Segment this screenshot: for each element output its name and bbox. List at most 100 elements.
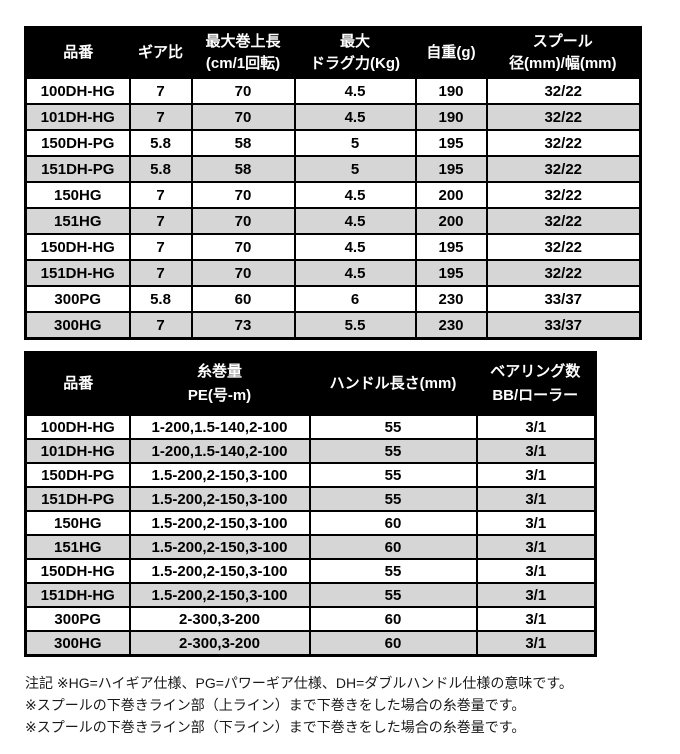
table-cell: 151HG — [24, 207, 131, 235]
table-row: 151DH-HG 7 70 4.5 195 32/22 — [24, 259, 642, 287]
table-cell: 300PG — [24, 285, 131, 313]
table-cell: 300PG — [24, 606, 131, 632]
table-cell: 100DH-HG — [24, 414, 131, 440]
table-row: 100DH-HG 1-200,1.5-140,2-100 55 3/1 — [24, 414, 597, 440]
footnote-upper-line: ※スプールの下巻きライン部（上ライン）まで下巻きをした場合の糸巻量です。 — [25, 697, 526, 713]
table-cell: 101DH-HG — [24, 438, 131, 464]
table-row: 300PG 2-300,3-200 60 3/1 — [24, 606, 597, 632]
table-cell: 55 — [308, 486, 478, 512]
line-capacity-table: 品番 糸巻量 PE(号-m) ハンドル長さ(mm) ベアリング数 BB/ローラー 100D… — [24, 351, 597, 657]
table-cell: 4.5 — [293, 259, 417, 287]
table-cell: 7 — [128, 103, 193, 131]
table-cell: 3/1 — [475, 534, 597, 560]
table-cell: 151DH-PG — [24, 155, 131, 183]
table-cell: 200 — [414, 207, 488, 235]
table-cell: 195 — [414, 155, 488, 183]
table-row: 300HG 2-300,3-200 60 3/1 — [24, 630, 597, 657]
table-cell: 200 — [414, 181, 488, 209]
table-row: 151DH-HG 1.5-200,2-150,3-100 55 3/1 — [24, 582, 597, 608]
table-cell: 4.5 — [293, 77, 417, 105]
column-header: 糸巻量 PE(号-m) — [129, 352, 310, 415]
table-cell: 3/1 — [475, 606, 597, 632]
table-cell: 195 — [414, 259, 488, 287]
table-cell: 5 — [293, 129, 417, 157]
table-cell: 150DH-PG — [24, 462, 131, 488]
table-cell: 190 — [414, 77, 488, 105]
table-cell: 100DH-HG — [24, 77, 131, 105]
main-spec-table-header: 品番 ギア比 最大巻上長 (cm/1回転) 最大 ドラグ力(Kg) 自重(g) スプール 径(m… — [25, 27, 641, 78]
table-cell: 151DH-HG — [24, 582, 131, 608]
table-row: 150DH-PG 5.8 58 5 195 32/22 — [24, 129, 642, 157]
table-cell: 7 — [128, 259, 193, 287]
table-cell: 300HG — [24, 630, 131, 657]
table-cell: 1.5-200,2-150,3-100 — [128, 582, 311, 608]
table-cell: 3/1 — [475, 582, 597, 608]
table-cell: 150DH-PG — [24, 129, 131, 157]
table-row: 151DH-PG 5.8 58 5 195 32/22 — [24, 155, 642, 183]
column-header: 最大巻上長 (cm/1回転) — [191, 27, 295, 78]
table-cell: 32/22 — [485, 207, 642, 235]
table-row: 100DH-HG 7 70 4.5 190 32/22 — [24, 77, 642, 105]
table-row: 151DH-PG 1.5-200,2-150,3-100 55 3/1 — [24, 486, 597, 512]
table-cell: 1.5-200,2-150,3-100 — [128, 558, 311, 584]
table-cell: 55 — [308, 414, 478, 440]
table-cell: 230 — [414, 285, 488, 313]
table-row: 150DH-HG 1.5-200,2-150,3-100 55 3/1 — [24, 558, 597, 584]
table-cell: 1.5-200,2-150,3-100 — [128, 486, 311, 512]
table-cell: 60 — [190, 285, 296, 313]
table-cell: 55 — [308, 462, 478, 488]
table-row: 101DH-HG 7 70 4.5 190 32/22 — [24, 103, 642, 131]
table-cell: 101DH-HG — [24, 103, 131, 131]
table-cell: 151DH-HG — [24, 259, 131, 287]
table-row: 150DH-PG 1.5-200,2-150,3-100 55 3/1 — [24, 462, 597, 488]
table-cell: 73 — [190, 311, 296, 340]
table-cell: 60 — [308, 510, 478, 536]
table-cell: 150DH-HG — [24, 558, 131, 584]
table-cell: 32/22 — [485, 103, 642, 131]
main-spec-table-body: 100DH-HG 7 70 4.5 190 32/22 101DH-HG 7 70 4.5 190 3… — [24, 77, 642, 340]
table-cell: 55 — [308, 438, 478, 464]
footnotes: 注記 ※HG=ハイギア仕様、PG=パワーギア仕様、DH=ダブルハンドル仕様の意味… — [24, 672, 680, 738]
table-cell: 55 — [308, 582, 478, 608]
table-cell: 7 — [128, 207, 193, 235]
table-cell: 60 — [308, 606, 478, 632]
table-cell: 2-300,3-200 — [128, 606, 311, 632]
table-cell: 4.5 — [293, 233, 417, 261]
table-row: 150HG 7 70 4.5 200 32/22 — [24, 181, 642, 209]
table-cell: 1-200,1.5-140,2-100 — [128, 438, 311, 464]
table-cell: 150DH-HG — [24, 233, 131, 261]
column-header: ベアリング数 BB/ローラー — [476, 352, 596, 415]
table-cell: 3/1 — [475, 630, 597, 657]
table-cell: 70 — [190, 259, 296, 287]
column-header: 最大 ドラグ力(Kg) — [294, 27, 416, 78]
table-cell: 70 — [190, 103, 296, 131]
column-header: 品番 — [25, 352, 130, 415]
table-cell: 7 — [128, 233, 193, 261]
table-cell: 1.5-200,2-150,3-100 — [128, 534, 311, 560]
table-cell: 150HG — [24, 510, 131, 536]
table-cell: 5.8 — [128, 129, 193, 157]
table-cell: 5 — [293, 155, 417, 183]
column-header: 品番 — [25, 27, 130, 78]
table-row: 300HG 7 73 5.5 230 33/37 — [24, 311, 642, 340]
header-row: 品番 ギア比 最大巻上長 (cm/1回転) 最大 ドラグ力(Kg) 自重(g) スプール 径(m… — [25, 27, 641, 78]
table-cell: 70 — [190, 77, 296, 105]
table-cell: 6 — [293, 285, 417, 313]
table-cell: 195 — [414, 129, 488, 157]
table-cell: 4.5 — [293, 207, 417, 235]
table-cell: 33/37 — [485, 285, 642, 313]
table-cell: 300HG — [24, 311, 131, 340]
table-cell: 230 — [414, 311, 488, 340]
table-cell: 32/22 — [485, 129, 642, 157]
table-cell: 7 — [128, 77, 193, 105]
line-capacity-table-body: 100DH-HG 1-200,1.5-140,2-100 55 3/1 101DH-HG… — [24, 414, 597, 657]
table-row: 150DH-HG 7 70 4.5 195 32/22 — [24, 233, 642, 261]
table-cell: 4.5 — [293, 181, 417, 209]
column-header: 自重(g) — [415, 27, 487, 78]
table-cell: 7 — [128, 311, 193, 340]
table-cell: 33/37 — [485, 311, 642, 340]
column-header: ギア比 — [129, 27, 192, 78]
footnote-gear-abbreviations: 注記 ※HG=ハイギア仕様、PG=パワーギア仕様、DH=ダブルハンドル仕様の意味… — [25, 675, 573, 691]
table-cell: 60 — [308, 534, 478, 560]
table-row: 101DH-HG 1-200,1.5-140,2-100 55 3/1 — [24, 438, 597, 464]
